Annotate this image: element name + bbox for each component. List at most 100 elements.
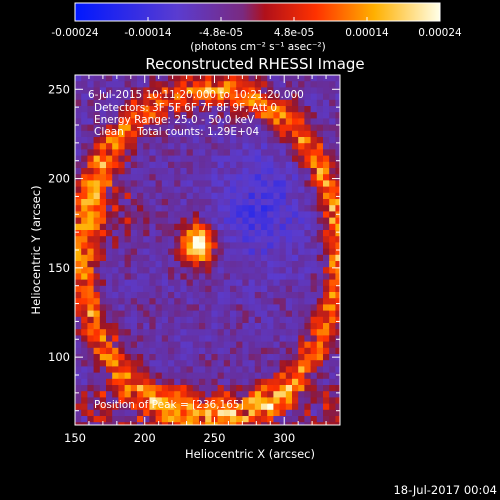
heatmap-cell xyxy=(298,186,305,194)
heatmap-cell xyxy=(124,81,132,88)
heatmap-cell xyxy=(112,186,119,194)
heatmap-cell xyxy=(168,292,175,299)
heatmap-cell xyxy=(174,323,181,330)
heatmap-cell xyxy=(149,143,157,150)
heatmap-cell xyxy=(168,267,175,274)
heatmap-cell xyxy=(81,416,88,423)
heatmap-cell xyxy=(124,87,132,95)
heatmap-cell xyxy=(124,403,132,411)
heatmap-cell xyxy=(261,99,268,107)
heatmap-cell xyxy=(267,230,274,237)
heatmap-cell xyxy=(168,354,175,361)
heatmap-cell xyxy=(118,304,126,312)
heatmap-cell xyxy=(106,192,113,200)
heatmap-cell xyxy=(118,81,126,88)
heatmap-cell xyxy=(230,385,237,392)
heatmap-cell xyxy=(143,292,150,299)
heatmap-cell xyxy=(323,378,330,386)
heatmap-cell xyxy=(118,292,126,299)
heatmap-cell xyxy=(254,217,262,225)
heatmap-cell xyxy=(137,397,144,405)
heatmap-cell xyxy=(118,347,126,355)
heatmap-cell xyxy=(298,378,305,386)
heatmap-cell xyxy=(329,385,336,392)
heatmap-cell xyxy=(211,304,219,312)
heatmap-cell xyxy=(106,174,113,181)
heatmap-cell xyxy=(143,254,150,262)
heatmap-cell xyxy=(143,341,150,349)
heatmap-cell xyxy=(87,230,95,237)
heatmap-cell xyxy=(137,242,144,250)
heatmap-cell xyxy=(75,292,82,299)
heatmap-cell xyxy=(149,75,157,82)
heatmap-cell xyxy=(99,416,107,423)
heatmap-cell xyxy=(143,155,150,163)
heatmap-cell xyxy=(242,391,250,398)
heatmap-cell xyxy=(205,391,212,398)
heatmap-cell xyxy=(261,385,268,392)
heatmap-cell xyxy=(329,378,336,386)
heatmap-cell xyxy=(155,341,163,349)
heatmap-cell xyxy=(267,180,274,188)
heatmap-cell xyxy=(211,403,219,411)
heatmap-cell xyxy=(323,354,330,361)
heatmap-cell xyxy=(130,385,138,392)
heatmap-cell xyxy=(112,335,119,343)
heatmap-cell xyxy=(316,267,324,274)
heatmap-cell xyxy=(279,298,287,305)
heatmap-cell xyxy=(137,372,144,380)
heatmap-cell xyxy=(242,99,250,107)
heatmap-cell xyxy=(81,106,88,113)
heatmap-cell xyxy=(99,347,107,355)
heatmap-cell xyxy=(130,186,138,194)
heatmap-cell xyxy=(168,149,175,157)
heatmap-cell xyxy=(310,174,318,181)
heatmap-cell xyxy=(99,372,107,380)
heatmap-cell xyxy=(298,93,305,101)
heatmap-cell xyxy=(223,217,231,225)
heatmap-cell xyxy=(81,403,88,411)
heatmap-cell xyxy=(292,186,299,194)
heatmap-cell xyxy=(180,416,188,423)
heatmap-cell xyxy=(106,316,113,324)
heatmap-cell xyxy=(106,360,113,367)
heatmap-cell xyxy=(130,99,138,107)
heatmap-cell xyxy=(292,366,299,374)
heatmap-cell xyxy=(149,323,157,330)
heatmap-cell xyxy=(75,242,82,250)
heatmap-cell xyxy=(155,285,163,293)
heatmap-cell xyxy=(285,223,293,231)
heatmap-cell xyxy=(298,409,305,417)
heatmap-cell xyxy=(93,273,101,281)
heatmap-cell xyxy=(267,254,274,262)
heatmap-cell xyxy=(279,143,287,150)
heatmap-cell xyxy=(149,285,157,293)
heatmap-cell xyxy=(155,316,163,324)
heatmap-cell xyxy=(192,211,200,219)
heatmap-cell xyxy=(168,341,175,349)
heatmap-cell xyxy=(81,292,88,299)
heatmap-cell xyxy=(192,335,200,343)
heatmap-cell xyxy=(205,372,212,380)
heatmap-cell xyxy=(81,236,88,243)
heatmap-cell xyxy=(174,230,181,237)
heatmap-cell xyxy=(143,409,150,417)
heatmap-cell xyxy=(106,409,113,417)
heatmap-cell xyxy=(285,292,293,299)
heatmap-cell xyxy=(304,81,312,88)
heatmap-cell xyxy=(124,124,132,132)
heatmap-cell xyxy=(199,186,206,194)
heatmap-cell xyxy=(273,372,281,380)
heatmap-cell xyxy=(310,378,318,386)
heatmap-cell xyxy=(304,254,312,262)
heatmap-cell xyxy=(168,372,175,380)
heatmap-cell xyxy=(137,236,144,243)
heatmap-cell xyxy=(298,180,305,188)
heatmap-cell xyxy=(99,211,107,219)
heatmap-cell xyxy=(292,180,299,188)
heatmap-cell xyxy=(335,341,340,349)
heatmap-cell xyxy=(242,397,250,405)
heatmap-cell xyxy=(298,323,305,330)
heatmap-cell xyxy=(230,279,237,287)
heatmap-cell xyxy=(161,254,169,262)
